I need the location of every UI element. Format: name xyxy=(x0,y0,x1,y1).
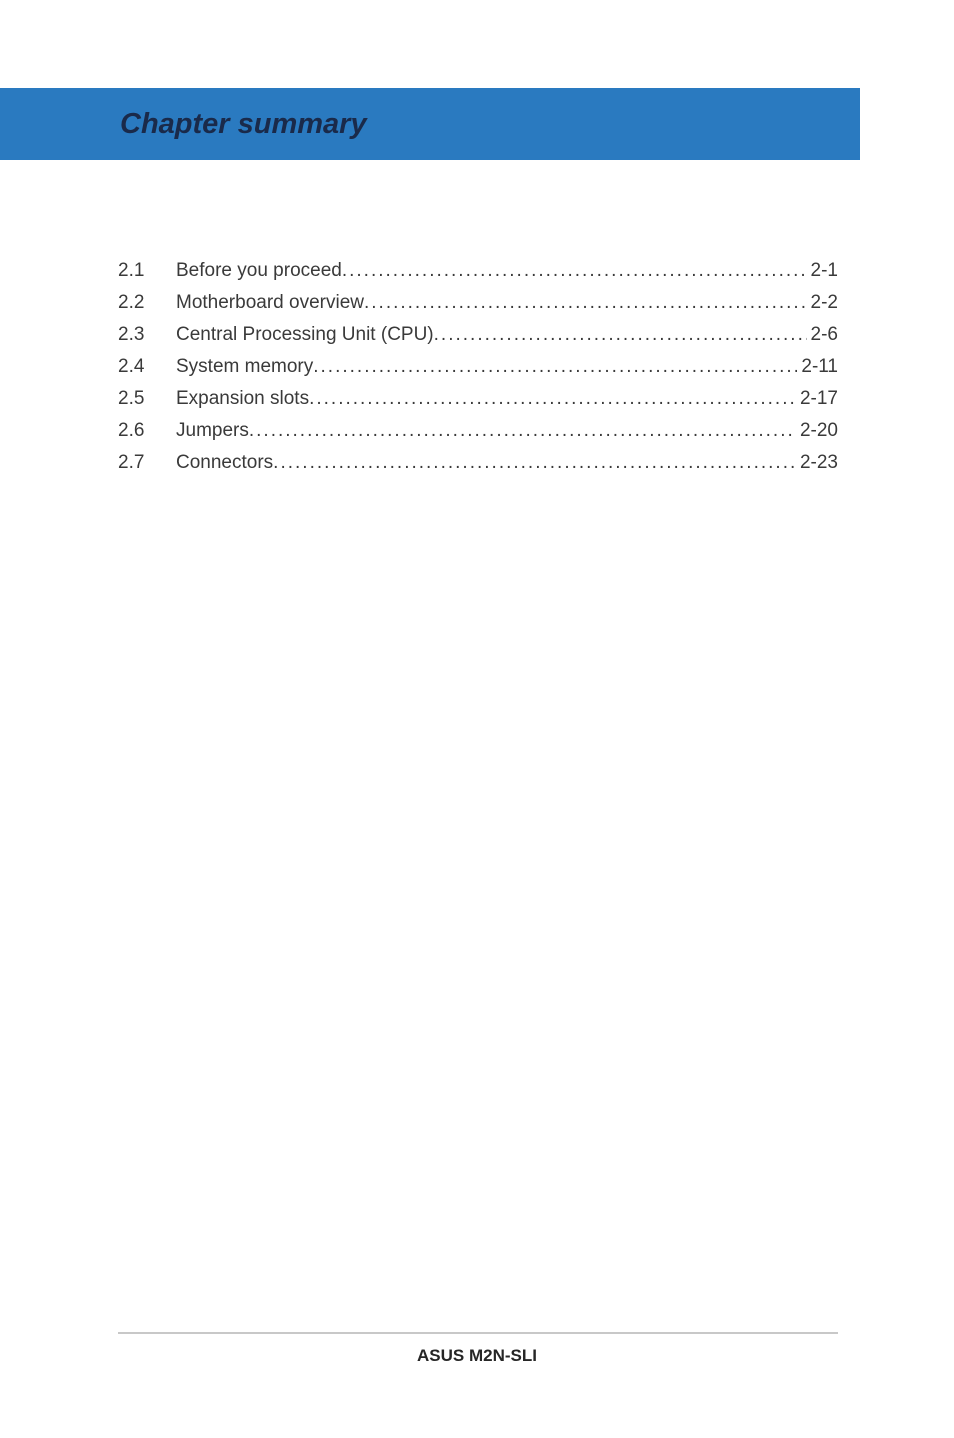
toc-number: 2.4 xyxy=(118,356,176,378)
toc-row: 2.5 Expansion slots 2-17 xyxy=(118,388,838,410)
toc-title: Before you proceed xyxy=(176,260,342,282)
toc-title: System memory xyxy=(176,356,313,378)
page: Chapter summary 2.1 Before you proceed 2… xyxy=(0,0,954,1438)
toc-title: Jumpers xyxy=(176,420,249,442)
toc-row: 2.3 Central Processing Unit (CPU) 2-6 xyxy=(118,324,838,346)
toc-title: Motherboard overview xyxy=(176,292,364,314)
toc-title: Expansion slots xyxy=(176,388,309,410)
chapter-banner: Chapter summary xyxy=(0,88,860,160)
toc-leader xyxy=(273,452,796,474)
toc-row: 2.2 Motherboard overview 2-2 xyxy=(118,292,838,314)
toc-page: 2-11 xyxy=(797,356,838,378)
toc-page: 2-20 xyxy=(796,420,838,442)
table-of-contents: 2.1 Before you proceed 2-1 2.2 Motherboa… xyxy=(118,260,838,484)
toc-number: 2.5 xyxy=(118,388,176,410)
footer-rule xyxy=(118,1332,838,1334)
toc-page: 2-6 xyxy=(807,324,838,346)
toc-number: 2.6 xyxy=(118,420,176,442)
toc-row: 2.6 Jumpers 2-20 xyxy=(118,420,838,442)
toc-page: 2-23 xyxy=(796,452,838,474)
toc-number: 2.7 xyxy=(118,452,176,474)
toc-leader xyxy=(434,324,807,346)
toc-leader xyxy=(249,420,796,442)
toc-page: 2-17 xyxy=(796,388,838,410)
toc-page: 2-2 xyxy=(807,292,838,314)
toc-leader xyxy=(364,292,807,314)
toc-leader xyxy=(313,356,797,378)
toc-number: 2.2 xyxy=(118,292,176,314)
toc-leader xyxy=(342,260,807,282)
toc-number: 2.3 xyxy=(118,324,176,346)
footer-text: ASUS M2N-SLI xyxy=(0,1346,954,1366)
toc-title: Central Processing Unit (CPU) xyxy=(176,324,434,346)
toc-page: 2-1 xyxy=(807,260,838,282)
toc-row: 2.4 System memory 2-11 xyxy=(118,356,838,378)
toc-title: Connectors xyxy=(176,452,273,474)
chapter-title: Chapter summary xyxy=(120,108,367,141)
toc-number: 2.1 xyxy=(118,260,176,282)
toc-leader xyxy=(309,388,796,410)
toc-row: 2.7 Connectors 2-23 xyxy=(118,452,838,474)
toc-row: 2.1 Before you proceed 2-1 xyxy=(118,260,838,282)
